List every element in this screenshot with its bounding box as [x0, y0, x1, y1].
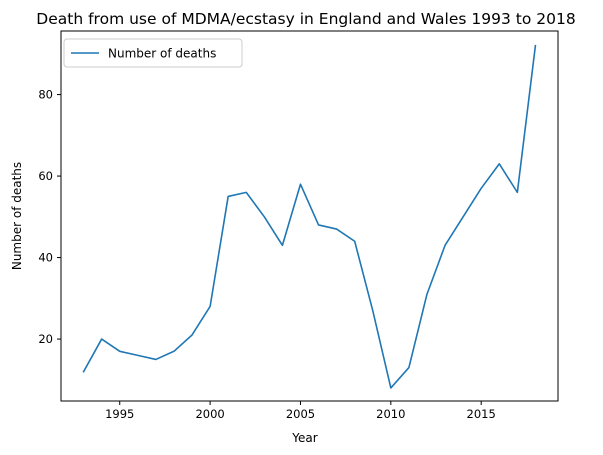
chart-title: Death from use of MDMA/ecstasy in Englan… [36, 10, 575, 28]
y-axis-label: Number of deaths [10, 162, 24, 270]
x-tick-label: 2005 [286, 407, 315, 421]
plot-area: 1995 2000 2005 2010 2015 20 40 60 80 [38, 30, 559, 421]
y-tick-label: 80 [38, 88, 53, 102]
x-tick-label: 2000 [195, 407, 224, 421]
x-axis-ticks: 1995 2000 2005 2010 2015 [105, 401, 496, 421]
series-line [82, 44, 537, 389]
y-tick-label: 40 [38, 251, 53, 265]
x-tick-label: 2010 [376, 407, 405, 421]
legend-box [63, 38, 243, 68]
x-axis-label: Year [291, 431, 317, 445]
series-layer [82, 44, 537, 389]
y-tick-label: 60 [38, 169, 53, 183]
x-tick-label: 1995 [105, 407, 134, 421]
x-tick-label: 2015 [467, 407, 496, 421]
y-axis-ticks: 20 40 60 80 [38, 88, 61, 346]
legend-label: Number of deaths [108, 47, 216, 61]
plot-frame [60, 30, 559, 402]
y-tick-label: 20 [38, 332, 53, 346]
legend: Number of deaths [63, 38, 243, 68]
